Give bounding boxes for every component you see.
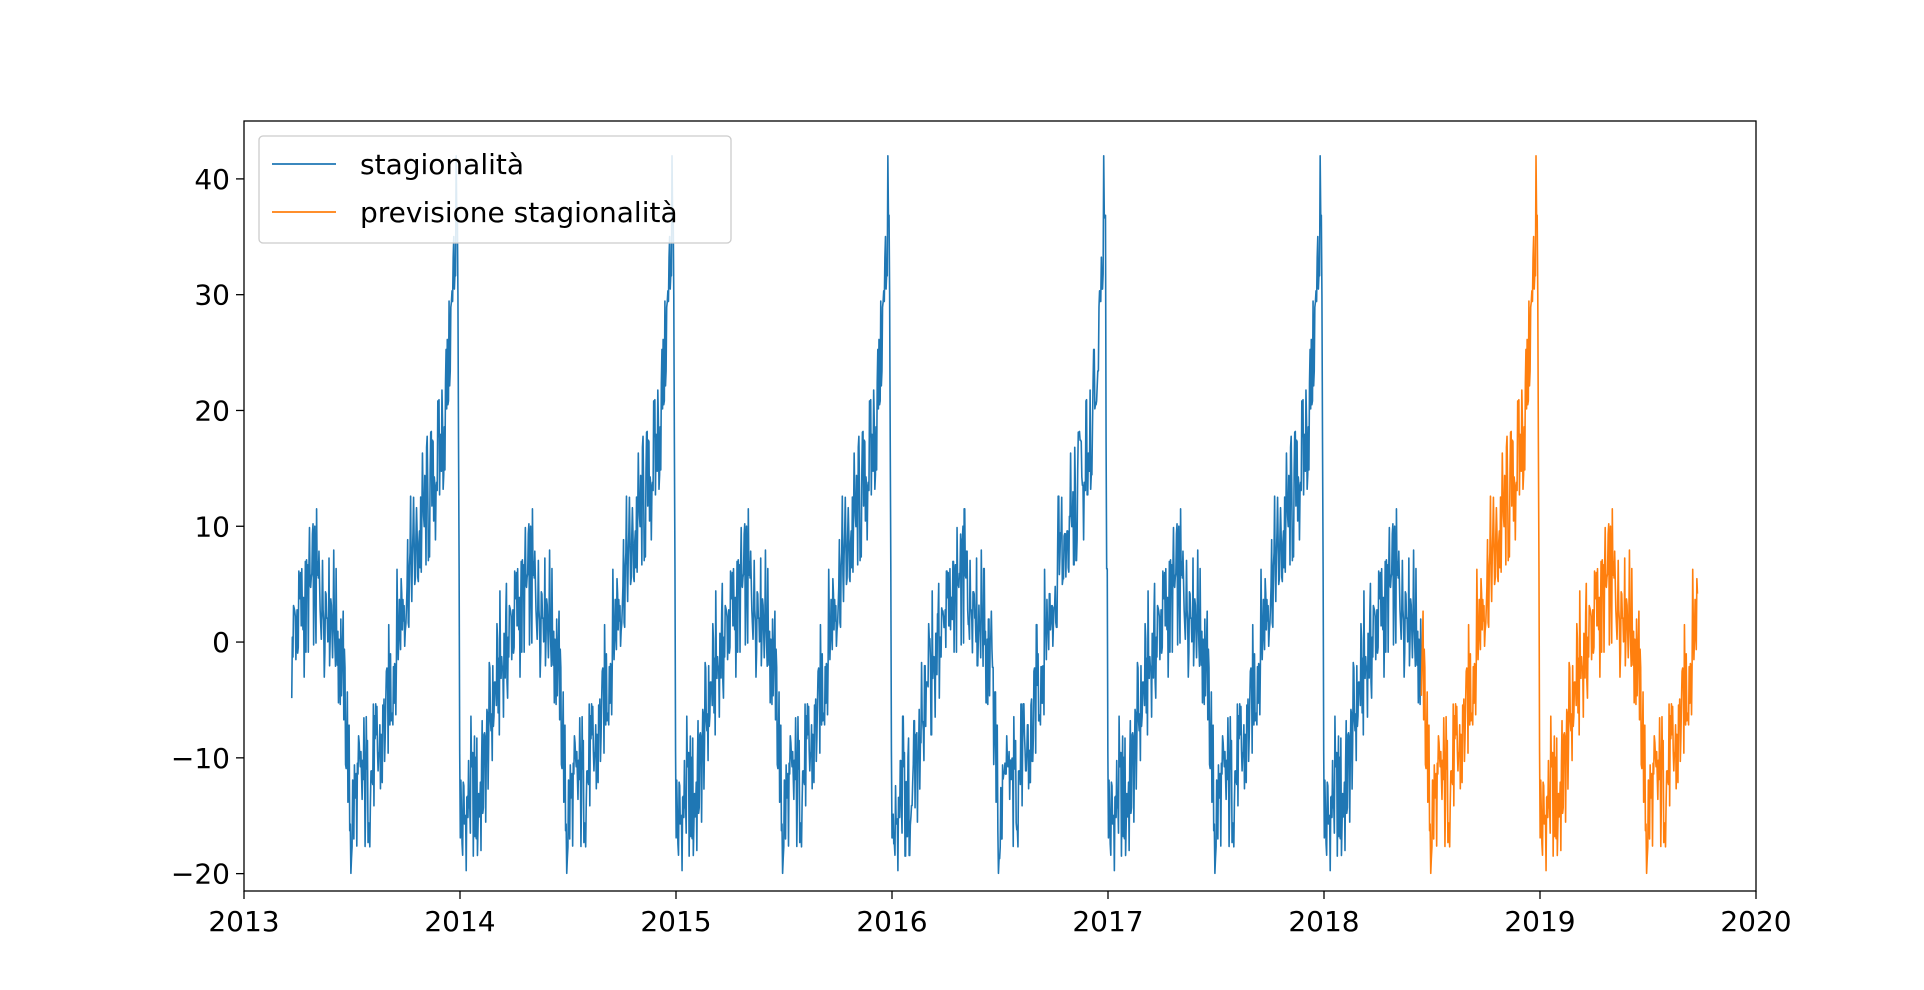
- x-tick-label-2013: 2013: [208, 905, 279, 938]
- y-tick-label--20: −20: [171, 858, 230, 891]
- legend-label-stagionalita: stagionalità: [360, 148, 524, 181]
- series-line-1: [1420, 154, 1699, 875]
- x-tick-label-2014: 2014: [424, 905, 495, 938]
- legend: stagionalità previsione stagionalità: [258, 135, 732, 244]
- y-tick-label-0: 0: [212, 626, 230, 659]
- y-tick-label--10: −10: [171, 742, 230, 775]
- y-tick-label-20: 20: [194, 394, 230, 427]
- x-axis: 2013 2014 2015 2016 2017 2018 2019 2020: [208, 891, 1792, 938]
- x-tick-label-2017: 2017: [1072, 905, 1143, 938]
- y-tick-label-10: 10: [194, 510, 230, 543]
- x-tick-label-2015: 2015: [640, 905, 711, 938]
- legend-label-previsione: previsione stagionalità: [360, 196, 678, 229]
- x-tick-label-2020: 2020: [1720, 905, 1791, 938]
- y-axis: −20 −10 0 10 20 30 40: [171, 163, 244, 891]
- x-tick-label-2019: 2019: [1504, 905, 1575, 938]
- legend-box: [258, 135, 732, 244]
- plot-frame: [243, 120, 1757, 892]
- y-tick-label-30: 30: [194, 279, 230, 312]
- y-tick-label-40: 40: [194, 163, 230, 196]
- series-line-0: [290, 154, 1423, 875]
- series-layer: [290, 154, 1699, 875]
- x-tick-label-2018: 2018: [1288, 905, 1359, 938]
- x-tick-label-2016: 2016: [856, 905, 927, 938]
